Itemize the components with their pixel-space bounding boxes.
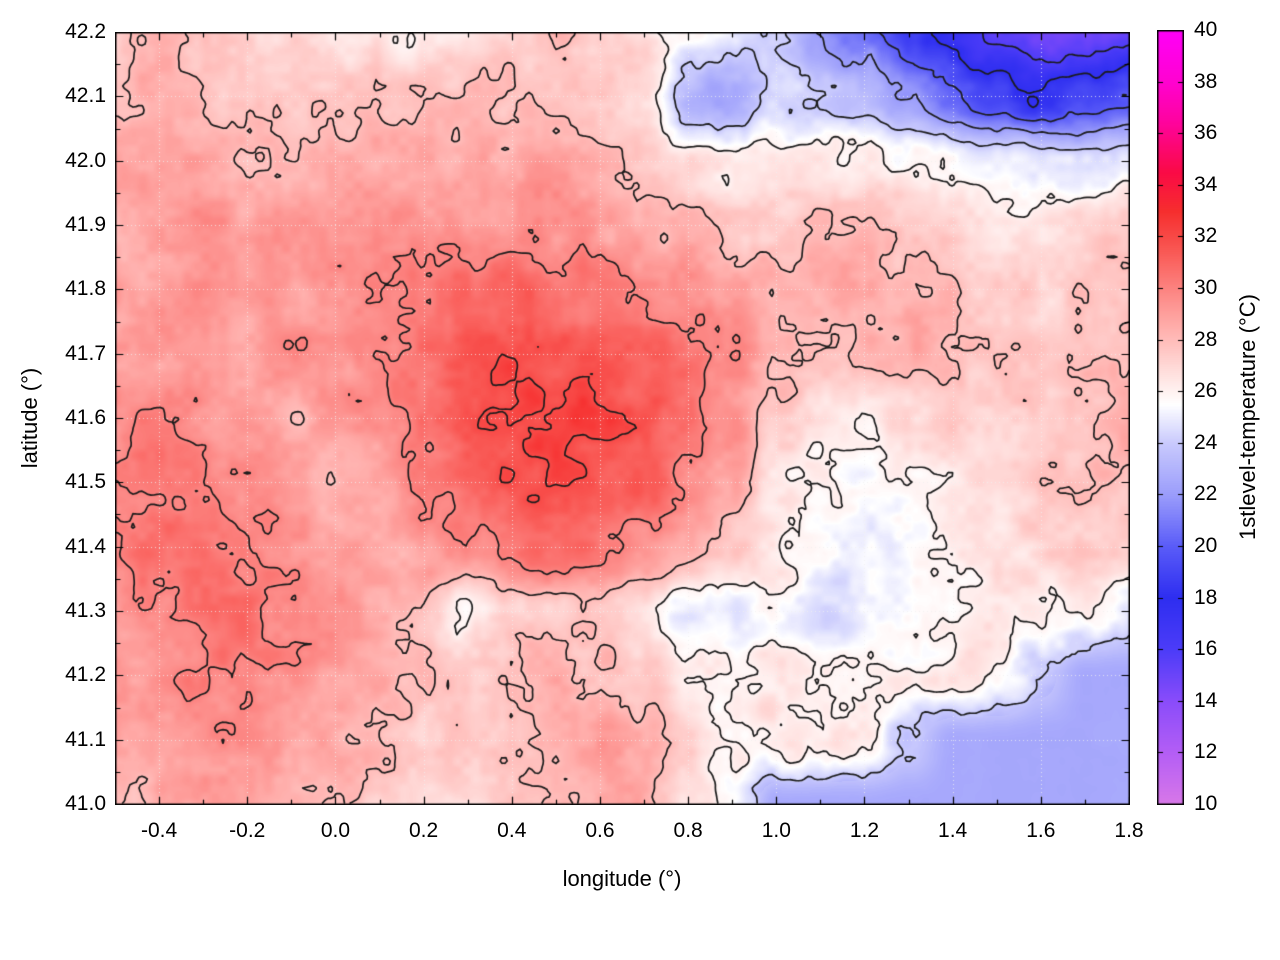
colorbar-label: 1stlevel-temperature (°C) (1235, 294, 1260, 540)
x-axis-label: longitude (°) (562, 866, 682, 891)
xtick-label: 1.0 (761, 819, 791, 842)
ytick-label: 41.0 (65, 792, 106, 815)
cbtick-label: 24 (1194, 430, 1218, 454)
ytick-label: 41.4 (65, 534, 106, 558)
cbtick-label: 26 (1194, 379, 1218, 403)
cbtick-label: 30 (1194, 276, 1218, 299)
ytick-label: 42.2 (65, 20, 106, 43)
cbtick-label: 12 (1194, 740, 1218, 764)
heatmap-canvas (115, 32, 1130, 805)
ytick-label: 41.1 (65, 727, 106, 751)
ytick-label: 42.0 (65, 148, 106, 172)
colorbar-canvas (1157, 30, 1184, 805)
xtick-label: -0.2 (229, 819, 266, 842)
ytick-label: 42.1 (65, 84, 106, 108)
cbtick-label: 38 (1194, 69, 1218, 93)
cbtick-label: 28 (1194, 327, 1218, 351)
cbtick-label: 16 (1194, 637, 1218, 661)
xtick-label: 0.6 (585, 819, 615, 842)
cbtick-label: 22 (1194, 482, 1218, 506)
cbtick-label: 36 (1194, 121, 1218, 145)
cbtick-label: 20 (1194, 534, 1218, 557)
ytick-label: 41.2 (65, 663, 106, 687)
xtick-label: 1.2 (849, 819, 880, 842)
cbtick-label: 40 (1194, 18, 1218, 41)
ytick-label: 41.8 (65, 277, 106, 301)
xtick-label: 0.2 (408, 819, 439, 842)
cbtick-label: 34 (1194, 172, 1218, 196)
xtick-label: 1.4 (938, 819, 968, 842)
ytick-label: 41.7 (65, 341, 106, 365)
xtick-label: 1.6 (1026, 819, 1056, 842)
xtick-label: 0.4 (497, 819, 527, 842)
ytick-label: 41.3 (65, 599, 106, 622)
xtick-label: -0.4 (140, 819, 178, 842)
cbtick-label: 14 (1194, 688, 1218, 712)
ytick-label: 41.9 (65, 213, 106, 236)
xtick-label: 0.0 (320, 819, 351, 842)
ytick-label: 41.5 (65, 470, 106, 494)
xtick-label: 1.8 (1114, 819, 1144, 842)
cbtick-label: 10 (1194, 792, 1218, 815)
ytick-label: 41.6 (65, 406, 106, 429)
cbtick-label: 32 (1194, 224, 1218, 248)
cbtick-label: 18 (1194, 585, 1218, 609)
xtick-label: 0.8 (673, 819, 703, 842)
